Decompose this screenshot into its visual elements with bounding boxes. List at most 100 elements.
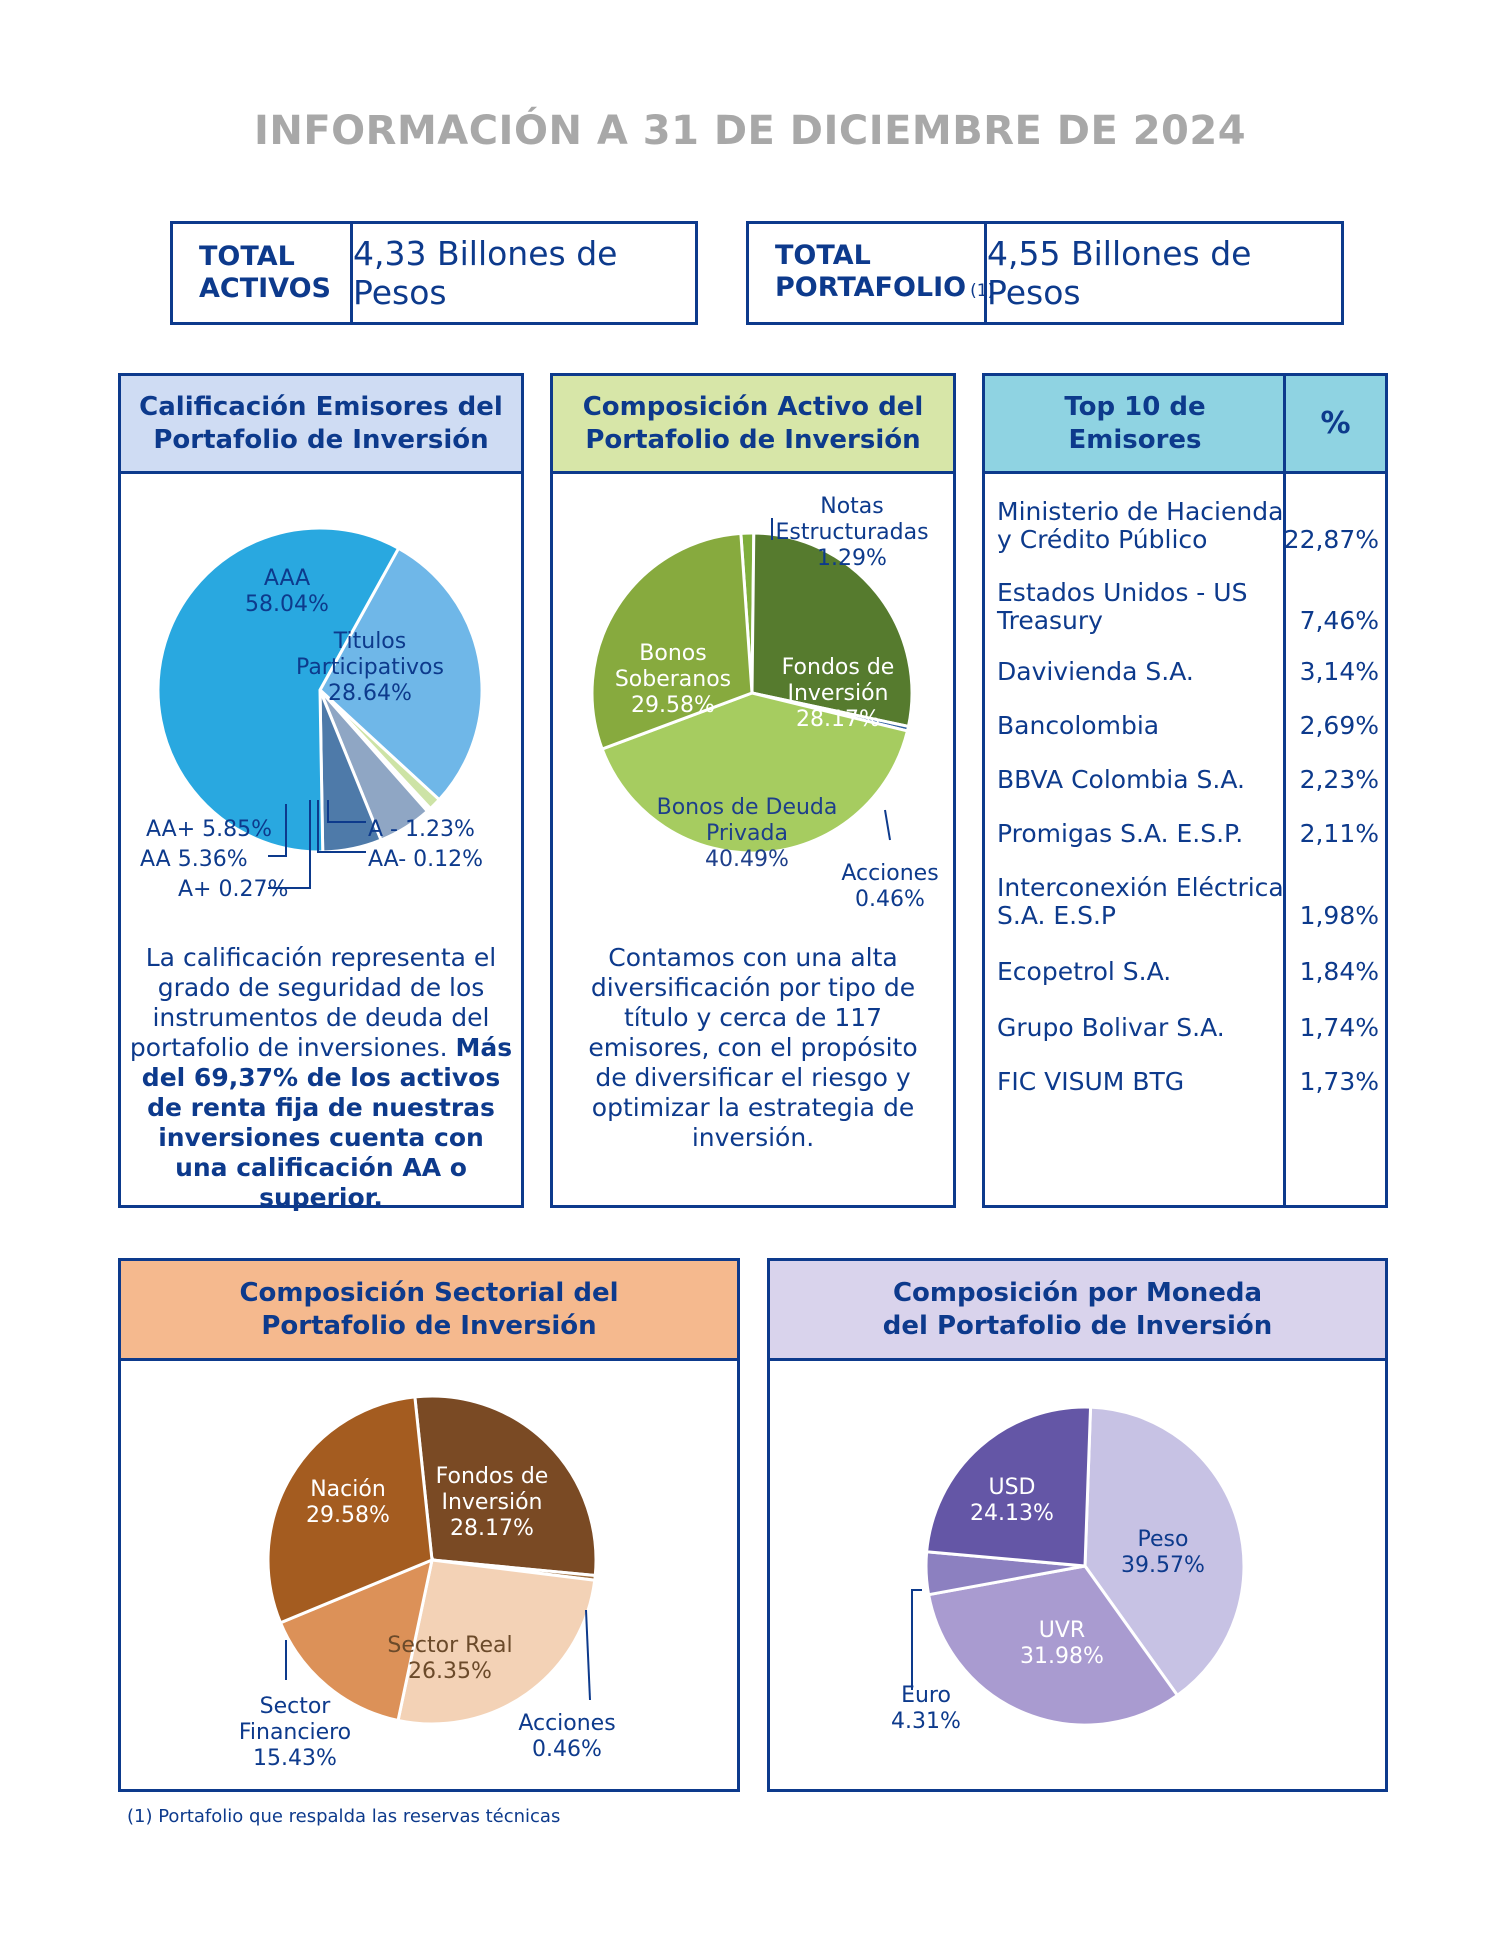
slice-3-1-value: 31.98% xyxy=(1020,1644,1104,1669)
slice-2-4-value: 29.58% xyxy=(306,1503,390,1528)
slice-0-0-label: Participativos xyxy=(296,655,444,680)
moneda-panel: Composición por Moneda del Portafolio de… xyxy=(767,1258,1388,1792)
pie-slice xyxy=(925,1405,1093,1568)
total-portafolio-value: 4,55 Billones de Pesos xyxy=(987,234,1252,312)
top10-issuer-pct: 1,74% xyxy=(1299,1013,1379,1042)
calificacion-description: La calificación representa el grado de s… xyxy=(129,943,513,1213)
slice-1-0-label: Notas xyxy=(820,494,884,519)
top10-issuer-pct: 22,87% xyxy=(1283,525,1379,554)
leader-line xyxy=(268,800,311,889)
composicion-activo-header: Composición Activo del Portafolio de Inv… xyxy=(553,376,953,474)
pie-slice xyxy=(600,691,910,855)
slice-1-1-value: 28.17% xyxy=(796,707,880,732)
pie-slice xyxy=(413,1394,598,1578)
slice-3-2-value: 4.31% xyxy=(891,1709,961,1734)
slice-2-2-label: Sector Real xyxy=(387,1633,512,1658)
pie-slice xyxy=(278,1557,435,1723)
total-portafolio-box: TOTAL PORTAFOLIO (1) 4,55 Billones de Pes… xyxy=(746,221,1344,325)
footnote: (1) Portafolio que respalda las reservas… xyxy=(127,1806,561,1827)
slice-3-0-label: Peso xyxy=(1138,1527,1189,1552)
slice-2-0-label: Inversión xyxy=(441,1490,542,1515)
top10-issuer-name: Ecopetrol S.A. xyxy=(997,957,1172,986)
slice-3-3-value: 24.13% xyxy=(970,1501,1054,1526)
slice-0-6-value: 58.04% xyxy=(245,592,329,617)
slice-1-2-label: Acciones xyxy=(841,861,938,886)
top10-issuer-pct: 2,69% xyxy=(1299,711,1379,740)
top10-issuer-name: Ministerio de Hacienda y Crédito Público xyxy=(997,497,1284,554)
top10-issuer-pct: 1,73% xyxy=(1299,1067,1379,1096)
leader-line xyxy=(884,809,891,841)
pie-slice xyxy=(266,1395,434,1625)
composicion-activo-title-line2: Portafolio de Inversión xyxy=(585,424,921,455)
calificacion-header: Calificación Emisores del Portafolio de … xyxy=(121,376,521,474)
pie-slice xyxy=(1083,1405,1246,1698)
slice-1-4-label: Soberanos xyxy=(615,667,731,692)
calificacion-desc-normal: La calificación representa el grado de s… xyxy=(129,943,497,1062)
leader-line xyxy=(911,1589,922,1690)
top10-issuer-pct: 2,11% xyxy=(1299,819,1379,848)
top10-issuer-pct: 7,46% xyxy=(1299,606,1379,635)
slice-0-2-label: AA- 0.12% xyxy=(368,847,483,872)
composicion-activo-description: Contamos con una alta diversificación po… xyxy=(588,943,918,1152)
slice-1-3-label: Privada xyxy=(706,821,788,846)
slice-1-0-label: Estructuradas xyxy=(775,520,928,545)
slice-3-1-label: UVR xyxy=(1039,1618,1085,1643)
slice-1-3-label: Bonos de Deuda xyxy=(657,795,838,820)
composicion-activo-title-line1: Composición Activo del xyxy=(582,391,924,422)
top10-issuer-name: Grupo Bolivar S.A. xyxy=(997,1013,1225,1042)
top10-header: Top 10 de Emisores xyxy=(985,376,1385,474)
leader-line xyxy=(327,800,366,823)
total-portafolio-label-line2-wrap: PORTAFOLIO (1) xyxy=(775,272,994,307)
slice-1-2-value: 0.46% xyxy=(855,887,925,912)
slice-1-0-value: 1.29% xyxy=(817,546,887,571)
total-portafolio-note: (1) xyxy=(970,280,995,301)
leader-line xyxy=(317,800,366,853)
pie-slice xyxy=(156,526,401,854)
top10-issuer-name: Interconexión Eléctrica S.A. E.S.P xyxy=(997,873,1284,930)
moneda-header: Composición por Moneda del Portafolio de… xyxy=(770,1261,1385,1361)
calificacion-desc-bold: Más del 69,37% de los activos de renta f… xyxy=(141,1033,513,1212)
sectorial-panel: Composición Sectorial del Portafolio de … xyxy=(118,1258,740,1792)
total-activos-label: TOTAL ACTIVOS xyxy=(173,224,353,322)
calificacion-title-line1: Calificación Emisores del xyxy=(139,391,503,422)
slice-2-0-label: Fondos de xyxy=(436,1464,549,1489)
slice-0-1-label: A - 1.23% xyxy=(368,817,475,842)
pie-slice xyxy=(590,531,754,751)
top10-title-line1: Top 10 de xyxy=(1064,391,1206,422)
top10-issuer-pct: 3,14% xyxy=(1299,657,1379,686)
slice-3-3-label: USD xyxy=(988,1475,1035,1500)
top10-issuer-pct: 2,23% xyxy=(1299,765,1379,794)
slice-1-1-label: Inversión xyxy=(787,681,888,706)
pie-slice xyxy=(396,1558,597,1726)
slice-2-1-value: 0.46% xyxy=(532,1737,602,1762)
slice-0-6-label: AAA xyxy=(264,566,310,591)
slice-0-0-label: Titulos xyxy=(333,629,406,654)
composicion-activo-panel: Composición Activo del Portafolio de Inv… xyxy=(550,373,956,1208)
moneda-title-line1: Composición por Moneda xyxy=(892,1277,1262,1308)
moneda-title-line2: del Portafolio de Inversión xyxy=(882,1310,1273,1341)
top10-title-line2: Emisores xyxy=(1068,424,1202,455)
page-title: INFORMACIÓN A 31 DE DICIEMBRE DE 2024 xyxy=(253,108,1247,154)
slice-1-4-label: Bonos xyxy=(639,641,706,666)
sectorial-title-line2: Portafolio de Inversión xyxy=(261,1310,597,1341)
pie-slice xyxy=(926,1564,1180,1727)
top10-issuer-name: Bancolombia xyxy=(997,711,1160,740)
slice-0-5-label: AA+ 5.85% xyxy=(146,817,272,842)
slice-2-3-value: 15.43% xyxy=(253,1746,337,1771)
slice-2-1-label: Acciones xyxy=(518,1711,615,1736)
leader-line xyxy=(585,1609,591,1701)
top10-panel: Top 10 de Emisores % Ministerio de Hacie… xyxy=(982,373,1388,1208)
top10-issuer-name: Promigas S.A. E.S.P. xyxy=(997,819,1244,848)
slice-0-4-label: AA 5.36% xyxy=(140,847,248,872)
slice-2-4-label: Nación xyxy=(310,1477,386,1502)
slice-2-2-value: 26.35% xyxy=(408,1659,492,1684)
slice-3-0-value: 39.57% xyxy=(1121,1553,1205,1578)
top10-issuer-name: FIC VISUM BTG xyxy=(997,1067,1185,1096)
top10-title: Top 10 de Emisores xyxy=(985,391,1285,457)
total-activos-label-line1: TOTAL xyxy=(199,241,295,272)
slice-1-1-label: Fondos de xyxy=(782,655,895,680)
